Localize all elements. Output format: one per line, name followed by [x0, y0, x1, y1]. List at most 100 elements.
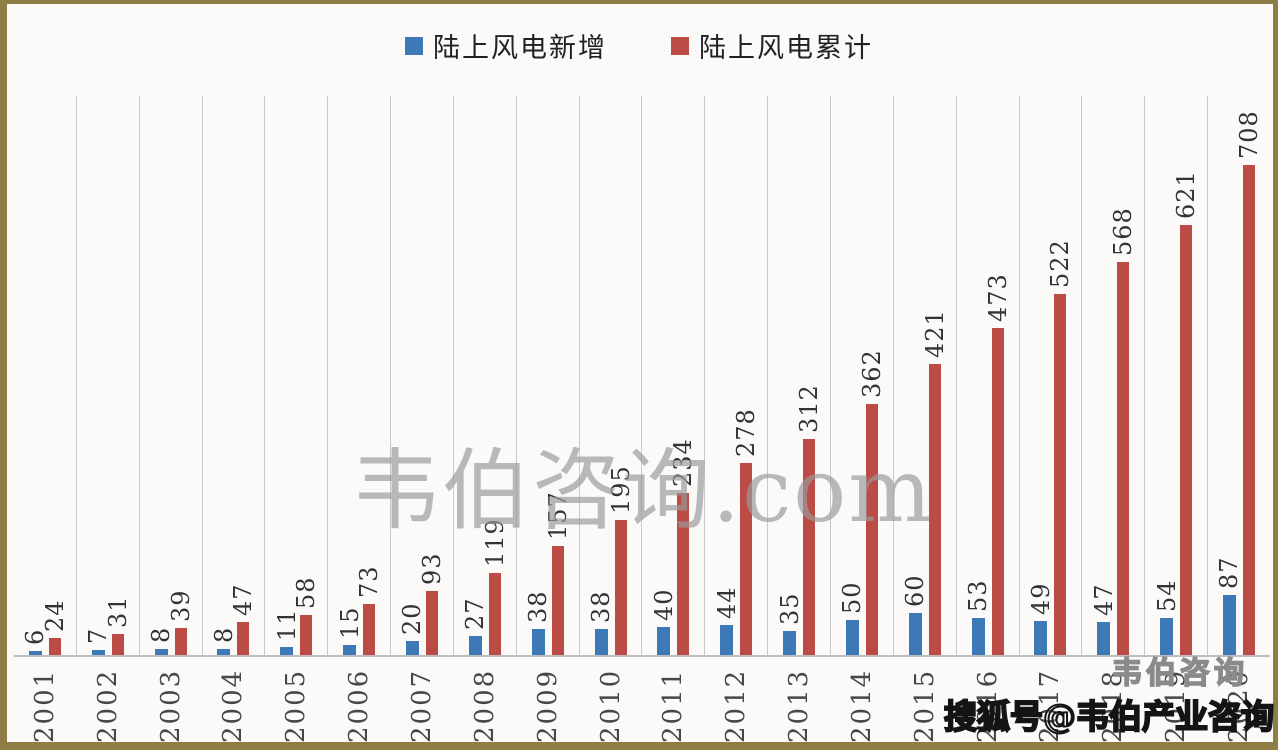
x-axis-tick-label: 2002 [92, 668, 123, 743]
value-label: 15 [335, 606, 364, 639]
category-column-2006: 15 73 2006 [328, 96, 392, 743]
new-capacity-bar-2014: 50 [838, 581, 866, 655]
x-axis-tick-label: 2017 [1035, 668, 1066, 743]
new-capacity-bar-2016: 53 [964, 579, 992, 655]
legend: 陆上风电新增 陆上风电累计 [0, 26, 1278, 65]
new-capacity-bar-2009: 38 [524, 590, 552, 655]
value-label: 40 [649, 588, 678, 621]
value-label: 473 [983, 273, 1012, 322]
x-axis-tick-label: 2004 [218, 668, 249, 743]
category-column-2002: 7 31 2002 [77, 96, 140, 743]
x-axis-tick-label: 2015 [909, 668, 940, 743]
new-capacity-bar-2001: 6 [21, 629, 49, 655]
value-label: 47 [229, 583, 258, 616]
value-label: 522 [1046, 239, 1075, 288]
cumulative-capacity-bar-2004: 47 [229, 583, 257, 655]
legend-label-new: 陆上风电新增 [433, 33, 607, 64]
new-capacity-bar-2017: 49 [1027, 582, 1055, 655]
category-column-2016: 53 473 2016 [957, 96, 1020, 743]
value-label: 54 [1152, 579, 1181, 612]
x-axis-tick-label: 2016 [972, 668, 1003, 743]
value-label: 53 [964, 579, 993, 612]
new-capacity-bar-2005: 11 [273, 608, 301, 655]
value-label: 44 [712, 586, 741, 619]
value-label: 47 [1089, 583, 1118, 616]
new-capacity-bar-2012: 44 [713, 586, 741, 655]
x-axis-tick-label: 2005 [281, 668, 312, 743]
value-label: 7 [84, 627, 113, 644]
value-label: 8 [209, 626, 238, 643]
cumulative-capacity-bar-2008: 119 [481, 518, 509, 655]
x-axis-tick-label: 2020 [1223, 668, 1254, 743]
cumulative-capacity-bar-2011: 234 [669, 438, 697, 655]
value-label: 49 [1026, 582, 1055, 615]
value-label: 39 [166, 589, 195, 622]
x-axis-tick-label: 2013 [784, 668, 815, 743]
new-capacity-bar-2010: 38 [587, 590, 615, 655]
value-label: 35 [775, 592, 804, 625]
category-column-2001: 6 24 2001 [14, 96, 77, 743]
legend-swatch-red-icon [671, 36, 689, 55]
value-label: 24 [40, 599, 69, 632]
value-label: 278 [732, 408, 761, 457]
value-label: 60 [901, 574, 930, 607]
cumulative-capacity-bar-2003: 39 [167, 589, 195, 655]
value-label: 27 [461, 597, 490, 630]
value-label: 119 [480, 518, 509, 567]
new-capacity-bar-2002: 7 [84, 628, 112, 655]
x-axis-tick-label: 2011 [658, 668, 689, 743]
category-column-2003: 8 39 2003 [140, 96, 203, 743]
value-label: 362 [857, 349, 886, 398]
category-column-2014: 50 362 2014 [831, 96, 894, 743]
cumulative-capacity-bar-2016: 473 [984, 273, 1012, 655]
category-column-2013: 35 312 2013 [768, 96, 831, 743]
value-label: 568 [1109, 207, 1138, 256]
cumulative-capacity-bar-2019: 621 [1172, 170, 1200, 655]
value-label: 87 [1215, 556, 1244, 589]
x-axis-tick-label: 2012 [721, 668, 752, 743]
category-column-2004: 8 47 2004 [203, 96, 266, 743]
x-axis-tick-label: 2010 [595, 668, 626, 743]
x-axis-tick-label: 2008 [469, 668, 500, 743]
category-column-2010: 38 195 2010 [580, 96, 643, 743]
value-label: 421 [920, 309, 949, 358]
legend-item-new: 陆上风电新增 [405, 26, 607, 65]
x-axis-tick-label: 2001 [29, 668, 60, 743]
new-capacity-bar-2003: 8 [147, 627, 175, 655]
category-column-2011: 40 234 2011 [642, 96, 706, 743]
category-column-2009: 38 157 2009 [517, 96, 580, 743]
new-capacity-bar-2018: 47 [1090, 583, 1118, 655]
value-label: 11 [272, 608, 301, 641]
value-label: 234 [669, 438, 698, 487]
new-capacity-bar-2020: 87 [1215, 556, 1243, 655]
cumulative-capacity-bar-2001: 24 [41, 599, 69, 655]
value-label: 38 [524, 590, 553, 623]
cumulative-capacity-bar-2010: 195 [607, 465, 635, 655]
value-label: 38 [587, 590, 616, 623]
cumulative-capacity-bar-2007: 93 [418, 552, 446, 655]
category-column-2017: 49 522 2017 [1020, 96, 1083, 743]
category-column-2020: 87 708 2020 [1208, 96, 1270, 743]
cumulative-capacity-bar-2002: 31 [104, 595, 132, 655]
new-capacity-bar-2015: 60 [901, 574, 929, 655]
x-axis-tick-label: 2009 [532, 668, 563, 743]
new-capacity-bar-2006: 15 [336, 606, 364, 655]
x-axis-tick-label: 2007 [406, 668, 437, 743]
value-label: 708 [1234, 110, 1263, 159]
legend-swatch-blue-icon [405, 36, 423, 55]
x-axis-tick-label: 2018 [1098, 668, 1129, 743]
value-label: 58 [292, 576, 321, 609]
value-label: 312 [795, 384, 824, 433]
value-label: 50 [838, 581, 867, 614]
x-axis-tick-label: 2014 [846, 668, 877, 743]
category-column-2018: 47 568 2018 [1082, 96, 1146, 743]
value-label: 31 [103, 595, 132, 628]
legend-item-cumulative: 陆上风电累计 [671, 26, 873, 65]
cumulative-capacity-bar-2018: 568 [1109, 207, 1137, 655]
new-capacity-bar-2007: 20 [398, 602, 426, 655]
cumulative-capacity-bar-2017: 522 [1046, 239, 1074, 655]
cumulative-capacity-bar-2014: 362 [858, 349, 886, 655]
x-axis-tick-label: 2003 [155, 668, 186, 743]
category-column-2019: 54 621 2019 [1145, 96, 1209, 743]
category-column-2005: 11 58 2005 [265, 96, 329, 743]
